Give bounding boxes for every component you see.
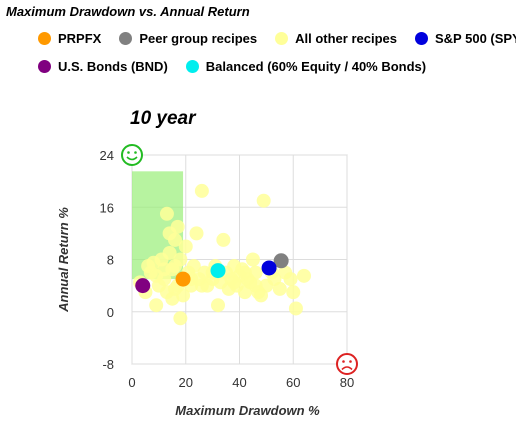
- data-point-all-other-recipes: [248, 265, 263, 280]
- legend-row-1: PRPFX Peer group recipes All other recip…: [38, 27, 516, 49]
- data-point-all-other-recipes: [256, 193, 271, 208]
- data-point-all-other-recipes: [237, 265, 252, 280]
- data-point-all-other-recipes: [216, 232, 231, 247]
- data-point-all-other-recipes: [149, 268, 164, 283]
- legend-item-spy[interactable]: S&P 500 (SPY): [415, 31, 516, 46]
- legend-item-peer-group[interactable]: Peer group recipes: [119, 31, 257, 46]
- data-point-all-other-recipes: [168, 281, 182, 296]
- y-tick-label: 16: [100, 200, 114, 215]
- chart-header-title: Maximum Drawdown vs. Annual Return: [6, 4, 250, 19]
- data-point-all-other-recipes: [173, 311, 188, 326]
- sad-face-outline: [336, 353, 358, 375]
- legend-label-bnd: U.S. Bonds (BND): [58, 58, 168, 74]
- data-point-all-other-recipes: [286, 285, 301, 300]
- legend: PRPFX Peer group recipes All other recip…: [38, 27, 516, 83]
- smiley-face-icon: [121, 144, 143, 166]
- legend-marker-peer-group: [119, 31, 133, 45]
- data-point-all-other-recipes: [168, 232, 182, 247]
- legend-marker-bnd: [38, 59, 51, 73]
- legend-item-prpfx[interactable]: PRPFX: [38, 31, 101, 46]
- data-point-all-other-recipes: [189, 226, 204, 241]
- data-point-balanced-60-equity-40-bonds: [210, 263, 226, 279]
- data-point-peer-group-recipes: [273, 253, 289, 269]
- data-point-all-other-recipes: [272, 281, 287, 296]
- y-tick-label: 8: [107, 253, 114, 268]
- data-point-all-other-recipes: [178, 239, 193, 254]
- x-axis-label: Maximum Drawdown %: [175, 403, 320, 418]
- x-tick-label: 80: [340, 375, 354, 390]
- data-point-all-other-recipes: [245, 252, 260, 267]
- data-point-all-other-recipes: [248, 278, 263, 293]
- x-tick-label: 60: [286, 375, 300, 390]
- data-point-all-other-recipes: [211, 298, 225, 313]
- legend-item-balanced[interactable]: Balanced (60% Equity / 40% Bonds): [185, 58, 427, 74]
- data-point-all-other-recipes: [283, 272, 298, 287]
- y-tick-label: -8: [102, 357, 114, 372]
- legend-marker-spy: [415, 31, 428, 45]
- y-tick-label: 24: [100, 148, 114, 163]
- data-point-prpfx: [175, 271, 191, 287]
- sad-face-eye: [349, 360, 352, 363]
- smiley-face-outline: [121, 144, 143, 166]
- x-tick-label: 20: [179, 375, 193, 390]
- legend-marker-balanced: [185, 59, 199, 73]
- legend-item-bnd[interactable]: U.S. Bonds (BND): [38, 59, 168, 74]
- legend-label-prpfx: PRPFX: [58, 30, 102, 46]
- data-point-u-s-bonds-bnd: [135, 278, 151, 294]
- sad-face-mouth: [341, 366, 353, 371]
- data-point-all-other-recipes: [288, 301, 303, 316]
- data-point-all-other-recipes: [227, 275, 242, 290]
- data-point-all-other-recipes: [173, 252, 188, 267]
- data-point-all-other-recipes: [194, 278, 209, 293]
- x-tick-label: 0: [128, 375, 135, 390]
- data-point-all-other-recipes: [170, 219, 185, 234]
- y-tick-label: 0: [107, 305, 114, 320]
- sad-face-eye: [342, 360, 345, 363]
- data-point-all-other-recipes: [186, 259, 201, 274]
- sad-face-icon: [336, 353, 358, 375]
- legend-label-balanced: Balanced (60% Equity / 40% Bonds): [205, 58, 427, 74]
- legend-label-peer-group: Peer group recipes: [139, 30, 258, 46]
- data-point-all-other-recipes: [297, 268, 311, 283]
- data-point-s-p-500-spy: [261, 260, 277, 276]
- legend-marker-all-other: [275, 31, 289, 45]
- legend-label-spy: S&P 500 (SPY): [435, 30, 516, 46]
- data-point-all-other-recipes: [194, 183, 209, 198]
- x-tick-label: 40: [232, 375, 246, 390]
- data-point-all-other-recipes: [162, 245, 177, 260]
- legend-item-all-other[interactable]: All other recipes: [275, 31, 397, 46]
- legend-marker-prpfx: [38, 31, 51, 45]
- data-point-all-other-recipes: [141, 259, 156, 274]
- smiley-face-mouth: [126, 156, 138, 161]
- chart-title: 10 year: [130, 108, 196, 129]
- data-point-all-other-recipes: [149, 298, 164, 313]
- y-axis-label: Annual Return %: [56, 207, 71, 313]
- legend-label-all-other: All other recipes: [295, 30, 397, 46]
- data-point-all-other-recipes: [159, 206, 174, 221]
- smiley-face-eye: [127, 151, 130, 154]
- smiley-face-eye: [134, 151, 137, 154]
- legend-row-2: U.S. Bonds (BND) Balanced (60% Equity / …: [38, 55, 508, 77]
